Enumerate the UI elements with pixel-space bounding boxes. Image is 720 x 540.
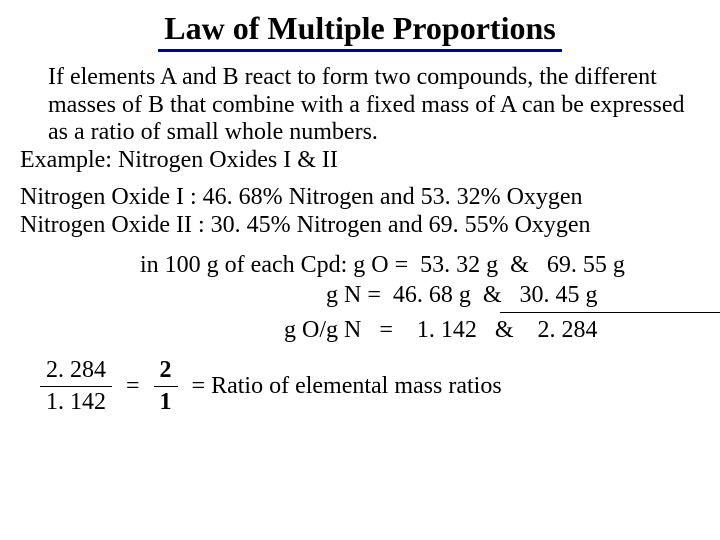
division-rule bbox=[500, 312, 720, 313]
fraction-2-den: 1 bbox=[154, 389, 178, 417]
fraction-1-num: 2. 284 bbox=[40, 357, 112, 385]
compound-2-line: Nitrogen Oxide II : 30. 45% Nitrogen and… bbox=[20, 212, 700, 240]
definition-text: If elements A and B react to form two co… bbox=[20, 64, 700, 147]
calc-line-3: g O/g N = 1. 142 & 2. 284 bbox=[140, 315, 700, 345]
fraction-2-bar bbox=[154, 386, 178, 387]
fraction-2-num: 2 bbox=[154, 357, 178, 385]
equals-sign-1: = bbox=[126, 373, 140, 400]
example-label: Example: Nitrogen Oxides I & II bbox=[20, 147, 700, 175]
slide-title: Law of Multiple Proportions bbox=[158, 10, 561, 52]
ratio-description: = Ratio of elemental mass ratios bbox=[192, 373, 502, 400]
calc-line-1: in 100 g of each Cpd: g O = 53. 32 g & 6… bbox=[140, 250, 700, 280]
fraction-1: 2. 284 1. 142 bbox=[40, 357, 112, 417]
ratio-equation: 2. 284 1. 142 = 2 1 = Ratio of elemental… bbox=[20, 357, 700, 417]
compound-1-line: Nitrogen Oxide I : 46. 68% Nitrogen and … bbox=[20, 184, 700, 212]
fraction-1-bar bbox=[40, 386, 112, 387]
calc-line-2: g N = 46. 68 g & 30. 45 g bbox=[140, 280, 700, 310]
fraction-2: 2 1 bbox=[154, 357, 178, 417]
fraction-1-den: 1. 142 bbox=[40, 389, 112, 417]
